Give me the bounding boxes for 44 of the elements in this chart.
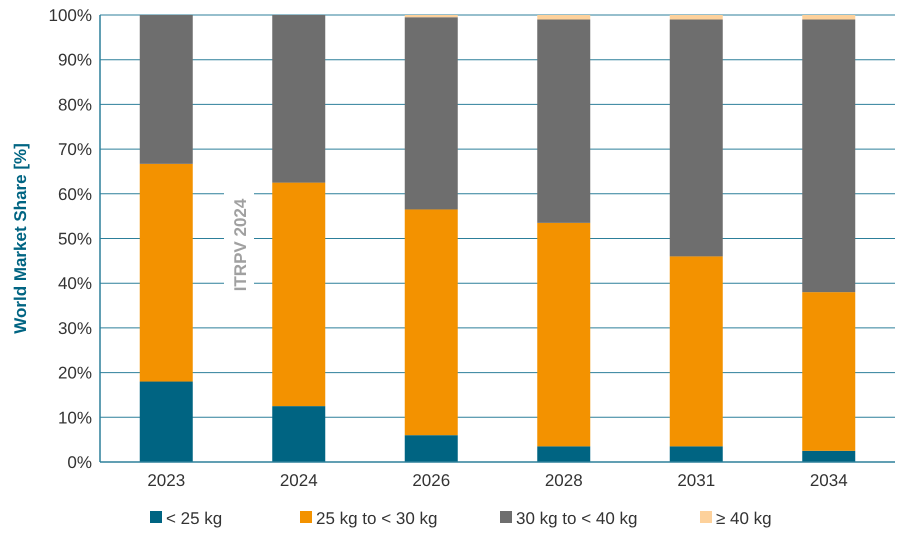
- y-tick-label: 60%: [58, 184, 92, 204]
- legend-label: 25 kg to < 30 kg: [316, 508, 438, 528]
- bar: [140, 382, 193, 462]
- y-axis-title: World Market Share [%]: [11, 143, 30, 334]
- y-tick-label: 70%: [58, 140, 92, 160]
- bar: [670, 256, 723, 446]
- bar: [802, 19, 856, 292]
- x-tick-label: 2023: [147, 471, 186, 490]
- bar: [670, 19, 723, 256]
- bar: [802, 292, 856, 451]
- legend-label: < 25 kg: [166, 508, 222, 528]
- bar: [537, 15, 590, 20]
- bar: [272, 182, 326, 406]
- y-tick-label: 40%: [58, 274, 92, 294]
- legend-label: 30 kg to < 40 kg: [516, 508, 638, 528]
- y-tick-label: 80%: [58, 95, 92, 114]
- x-tick-label: 2028: [544, 471, 583, 490]
- bar: [670, 15, 723, 20]
- annotation: ITRPV 2024: [231, 198, 250, 292]
- y-tick-label: 50%: [58, 229, 92, 248]
- y-tick-label: 10%: [58, 408, 92, 428]
- x-tick-label: 2034: [810, 471, 848, 490]
- bar: [404, 17, 458, 210]
- bar: [802, 450, 856, 462]
- bar: [404, 209, 458, 436]
- bar: [140, 15, 193, 164]
- y-tick-label: 90%: [58, 50, 92, 70]
- bar: [537, 222, 590, 446]
- legend-label: ≥ 40 kg: [716, 508, 772, 528]
- bar: [140, 164, 193, 382]
- x-tick-label: 2026: [412, 471, 450, 490]
- bar: [404, 435, 458, 462]
- x-tick-label: 2024: [280, 471, 318, 490]
- y-tick-label: 20%: [58, 364, 92, 383]
- bar: [537, 19, 590, 223]
- y-tick-label: 100%: [48, 6, 92, 25]
- y-tick-label: 30%: [58, 318, 92, 338]
- x-tick-label: 2031: [677, 471, 716, 490]
- bar: [272, 15, 326, 183]
- y-tick-label: 0%: [67, 452, 92, 472]
- bar: [272, 406, 326, 462]
- bar: [670, 446, 723, 462]
- bar: [537, 446, 590, 462]
- bar: [802, 15, 856, 20]
